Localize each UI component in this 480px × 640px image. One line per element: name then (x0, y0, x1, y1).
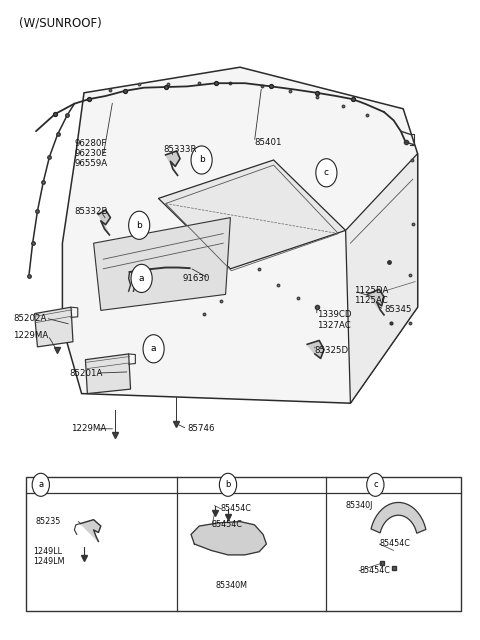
Polygon shape (371, 502, 426, 533)
Text: 85401: 85401 (254, 138, 282, 147)
Polygon shape (191, 522, 266, 555)
Text: (W/SUNROOF): (W/SUNROOF) (19, 16, 102, 29)
Circle shape (129, 211, 150, 239)
Text: 85454C: 85454C (221, 504, 252, 513)
Polygon shape (367, 289, 384, 315)
Text: 1125DA
1125AC: 1125DA 1125AC (354, 286, 389, 305)
Text: 85332B: 85332B (74, 207, 108, 216)
Text: b: b (136, 221, 142, 230)
Text: a: a (139, 274, 144, 283)
Text: c: c (373, 480, 378, 490)
Text: b: b (225, 480, 231, 490)
Polygon shape (158, 160, 346, 269)
Text: 85333R: 85333R (163, 145, 197, 154)
Text: 1249LL
1249LM: 1249LL 1249LM (34, 547, 65, 566)
Circle shape (131, 264, 152, 292)
Polygon shape (85, 354, 131, 394)
Text: b: b (199, 156, 204, 164)
Text: 91630: 91630 (182, 274, 210, 283)
Text: a: a (38, 480, 43, 490)
Text: 85454C: 85454C (379, 540, 410, 548)
Polygon shape (98, 210, 110, 235)
Circle shape (191, 146, 212, 174)
Text: 96280F
96230E
96559A: 96280F 96230E 96559A (74, 139, 108, 168)
Text: 85325D: 85325D (314, 346, 348, 355)
Text: a: a (151, 344, 156, 353)
Text: 1229MA: 1229MA (71, 424, 106, 433)
Polygon shape (307, 340, 324, 358)
Text: 85454C: 85454C (359, 566, 390, 575)
Text: 85340M: 85340M (216, 581, 248, 590)
Polygon shape (62, 67, 418, 403)
Polygon shape (35, 307, 73, 347)
Text: 85345: 85345 (384, 305, 411, 314)
Circle shape (143, 335, 164, 363)
Polygon shape (166, 151, 180, 175)
Text: 1229MA: 1229MA (13, 331, 48, 340)
Text: 85235: 85235 (36, 517, 61, 526)
Circle shape (367, 473, 384, 497)
Text: c: c (324, 168, 329, 177)
Text: 85202A: 85202A (13, 314, 47, 323)
Circle shape (32, 473, 49, 497)
Circle shape (219, 473, 237, 497)
Bar (26, 477, 461, 611)
Polygon shape (81, 520, 101, 541)
Polygon shape (94, 218, 230, 310)
Text: 85340J: 85340J (346, 501, 373, 510)
Text: 1339CD
1327AC: 1339CD 1327AC (317, 310, 351, 330)
Polygon shape (346, 154, 418, 403)
Text: 85746: 85746 (187, 424, 215, 433)
Circle shape (316, 159, 337, 187)
Text: 85454C: 85454C (211, 520, 242, 529)
Text: 85201A: 85201A (70, 369, 103, 378)
